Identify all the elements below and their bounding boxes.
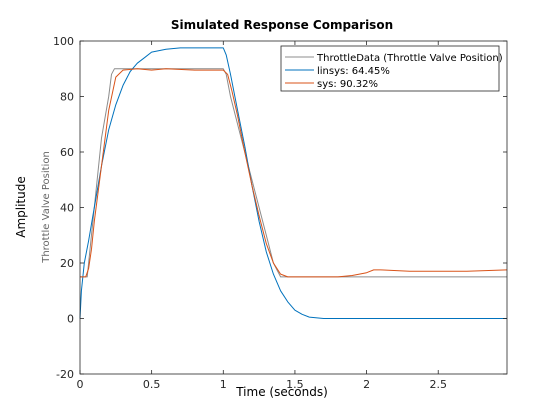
y-axis-label: Amplitude [14,176,28,238]
legend: ThrottleData (Throttle Valve Position) l… [280,45,503,92]
x-tick-label: 1 [220,378,227,391]
series-line-2 [80,68,508,278]
series-layer [79,47,508,319]
x-axis-label: Time (seconds) [235,385,328,399]
y-tick-label: 40 [60,202,74,215]
y-tick-label: 0 [67,313,74,326]
y-tick-label: 20 [60,257,74,270]
series-line-1 [79,47,507,319]
x-tick-label: 0 [77,378,84,391]
y-tick-label: 60 [60,146,74,159]
y-tick-label: -20 [56,368,74,381]
x-tick-label: 2.5 [429,378,447,391]
x-tick-label: 2 [363,378,370,391]
legend-label-throttledata: ThrottleData (Throttle Valve Position) [316,53,503,64]
y-tick-label: 80 [60,91,74,104]
chart-title: Simulated Response Comparison [171,18,393,32]
x-tick-label: 1.5 [286,378,304,391]
y-axis-sublabel: Throttle Valve Position [41,151,52,264]
legend-box [280,45,500,92]
y-tick-label: 100 [53,35,74,48]
x-tick-label: 0.5 [143,378,161,391]
legend-label-linsys: linsys: 64.45% [317,66,390,77]
legend-label-sys: sys: 90.32% [317,79,378,90]
